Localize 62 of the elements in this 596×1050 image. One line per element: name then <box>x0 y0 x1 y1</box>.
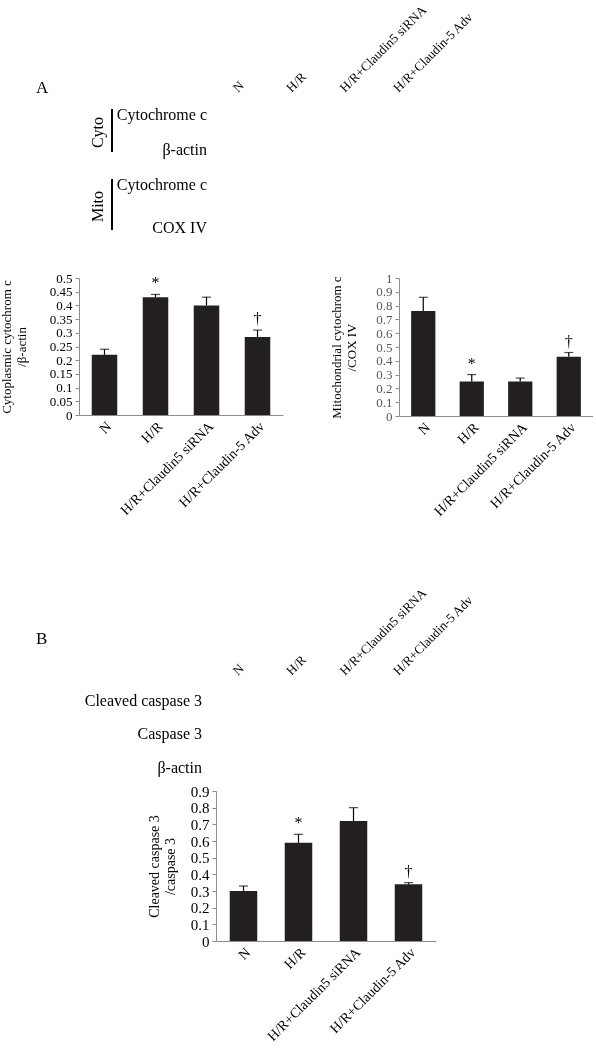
category-label: β-actin <box>162 141 207 158</box>
y-tick-label: 0.2 <box>376 380 393 396</box>
x-tick-label: N <box>235 944 254 963</box>
y-tick-label: 0.2 <box>190 900 210 917</box>
y-tick-label: 0.6 <box>190 833 210 850</box>
annotation: † <box>253 310 262 328</box>
y-tick-label: 0.3 <box>190 883 210 900</box>
y-tick-label: 0.4 <box>190 866 210 883</box>
annotation: † <box>564 332 573 350</box>
y-tick-label: 0.2 <box>56 352 73 368</box>
y-tick-label: 0.35 <box>49 311 73 327</box>
category-label: Cytochrome c <box>116 176 207 193</box>
category-label: Cleaved caspase 3 <box>84 692 202 709</box>
y-tick-label: 0 <box>66 407 73 423</box>
y-tick-label: 0 <box>202 933 210 950</box>
y-tick-label: 0.7 <box>190 816 210 833</box>
x-tick-label: H/R <box>138 418 166 446</box>
category-label: H/R <box>283 68 310 96</box>
category-label: N <box>229 660 248 679</box>
annotation: * <box>294 814 303 832</box>
y-tick-label: 0.4 <box>376 353 393 369</box>
y-tick-label: 0.15 <box>49 366 73 382</box>
text: B <box>36 629 48 648</box>
y-axis-title: Cleaved caspase 3 /caspase 3 <box>146 815 178 918</box>
y-tick-label: 0.45 <box>49 284 73 300</box>
y-tick-label: 0.5 <box>190 850 210 867</box>
y-tick-label: 0.05 <box>49 393 73 409</box>
y-tick-label: 0.8 <box>376 298 393 314</box>
annotation: * <box>151 274 160 292</box>
y-tick-label: 0.9 <box>376 284 393 300</box>
text: Mito <box>89 190 106 223</box>
category-label: β-actin <box>157 759 202 776</box>
annotation: † <box>404 862 413 880</box>
category-label: H/R <box>283 651 310 679</box>
y-tick-label: 0.7 <box>376 311 393 327</box>
y-tick-label: 0.25 <box>49 339 73 354</box>
x-tick-label: H/R <box>281 944 309 972</box>
x-tick-label: N <box>415 419 434 438</box>
category-label: COX IV <box>152 219 207 236</box>
y-tick-label: 0.6 <box>376 325 393 341</box>
annotation: * <box>467 354 476 372</box>
text: Cyto <box>89 116 107 149</box>
x-tick-label: H/R <box>454 419 483 447</box>
x-tick-label: N <box>96 418 115 437</box>
y-tick-label: 0 <box>386 408 393 424</box>
y-tick-label: 0.4 <box>56 297 73 313</box>
y-tick-label: 0.1 <box>376 394 393 410</box>
category-label: Cytochrome c <box>116 106 207 123</box>
y-axis-title: Mitochondrial cytochrom c /COX IV <box>329 276 360 419</box>
y-tick-label: 0.3 <box>376 367 393 383</box>
y-tick-label: 0.3 <box>56 325 73 341</box>
text: A <box>36 78 49 97</box>
y-axis-title: Cytoplasmic cytochrom c /β-actin <box>0 279 29 414</box>
y-tick-label: 0.8 <box>190 800 210 817</box>
y-tick-label: 0.1 <box>56 380 73 396</box>
y-tick-label: 1 <box>386 270 393 286</box>
y-tick-label: 0.5 <box>56 270 73 286</box>
category-label: Caspase 3 <box>137 725 202 742</box>
category-label: N <box>229 77 248 96</box>
y-tick-label: 0.9 <box>190 783 210 800</box>
y-tick-label: 0.1 <box>190 916 210 933</box>
y-tick-label: 0.5 <box>376 339 393 355</box>
